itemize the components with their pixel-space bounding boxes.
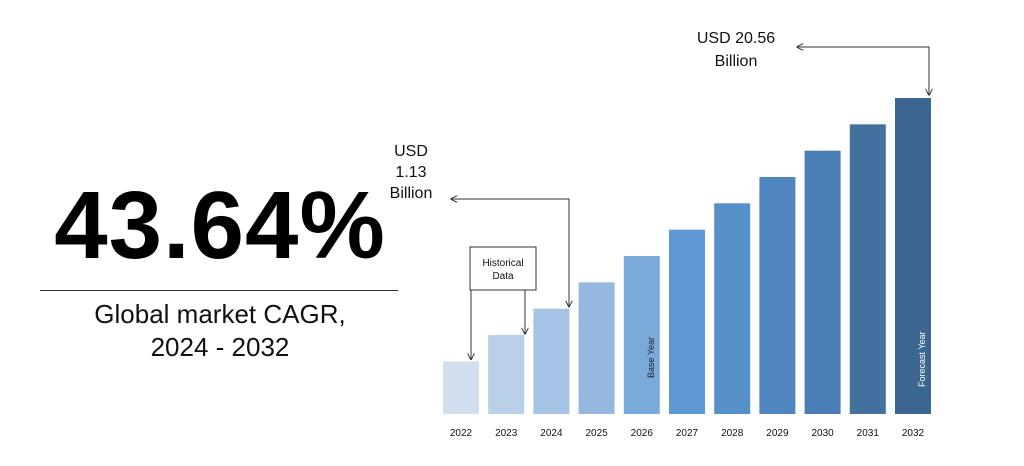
end-value-arrow xyxy=(797,47,929,95)
cagr-value: 43.64% xyxy=(54,172,386,279)
tick-label-2029: 2029 xyxy=(766,428,789,439)
bar-2023 xyxy=(488,335,525,414)
start-value-label: 1.13 xyxy=(395,164,426,181)
tick-label-2024: 2024 xyxy=(540,428,563,439)
tick-label-2030: 2030 xyxy=(811,428,834,439)
divider xyxy=(40,290,398,291)
cagr-label-line1: Global market CAGR, xyxy=(94,299,346,329)
tick-label-2022: 2022 xyxy=(450,428,473,439)
end-value-label: USD 20.56 xyxy=(697,30,775,47)
tick-label-2023: 2023 xyxy=(495,428,518,439)
bar-2027 xyxy=(669,229,705,414)
tick-label-2032: 2032 xyxy=(902,428,925,439)
bar-2029 xyxy=(759,177,796,414)
start-value-arrow xyxy=(451,199,569,307)
bar-2031 xyxy=(849,124,886,414)
end-value-label: Billion xyxy=(715,53,758,70)
tick-label-2027: 2027 xyxy=(676,428,699,439)
cagr-label: Global market CAGR, 2024 - 2032 xyxy=(30,298,410,364)
bar-2032 xyxy=(895,98,931,414)
historical-data-label: Data xyxy=(492,271,514,282)
tick-label-2028: 2028 xyxy=(721,428,744,439)
annotations: Base Year Forecast Year Historical Data USD 1… xyxy=(390,30,929,387)
bar-2030 xyxy=(804,150,841,414)
historical-data-label: Historical xyxy=(482,258,523,269)
forecast-year-label: Forecast Year xyxy=(917,331,927,387)
bar-2022 xyxy=(443,361,479,414)
bar-2026 xyxy=(623,256,660,414)
base-year-label: Base Year xyxy=(646,337,656,378)
tick-label-2031: 2031 xyxy=(857,428,880,439)
cagr-label-line2: 2024 - 2032 xyxy=(150,332,290,362)
start-value-label: Billion xyxy=(390,185,433,202)
bar-2024 xyxy=(533,308,570,414)
start-value-label: USD xyxy=(394,143,428,160)
x-axis-ticks: 2022 2023 2024 2025 2026 2027 2028 2029 2030 2031… xyxy=(450,428,925,439)
bars-group xyxy=(443,98,931,414)
bar-2028 xyxy=(714,203,751,414)
tick-label-2025: 2025 xyxy=(585,428,608,439)
bar-2025 xyxy=(578,282,615,414)
tick-label-2026: 2026 xyxy=(631,428,654,439)
